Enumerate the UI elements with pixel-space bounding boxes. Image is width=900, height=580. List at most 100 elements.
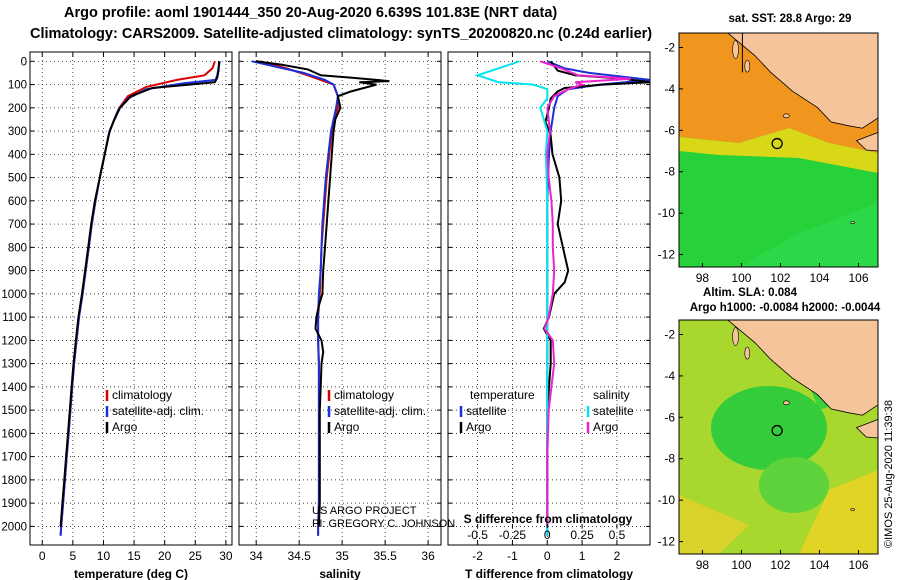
x-tick-label: 34.5 [287,549,311,563]
sla-field-eddy-2 [759,457,829,513]
y-tick-label: 1500 [1,405,27,417]
difference-secondary-axis: -0.5 -0.25 0 0.25 0.5 S difference from clima… [464,512,633,542]
map-sst_map: 98 100 102 104 106 -2 -4 -6 -8 -10 -12 [658,32,879,285]
y-tick-label: 700 [8,219,27,231]
x-tick-label: 0 [544,549,551,563]
title-line-2: Climatology: CARS2009. Satellite-adjuste… [30,26,653,42]
series-line-difference-2 [474,60,549,536]
land-java [855,418,878,439]
x-tick-label: 1 [579,549,586,563]
x-tick-label: 34 [250,549,264,563]
profile-panel-temperature: 0 5 10 15 20 25 300100200300400500600700800900… [1,51,233,580]
plot-frame [238,51,442,546]
series-line-temperature-2 [59,61,221,527]
y-tick-label: 1300 [1,359,27,371]
map-y-tick-label: -2 [664,327,675,341]
sst-field-south [739,203,878,267]
map-y-tick-label: -12 [658,248,676,262]
map-y-tick-label: -8 [664,165,675,179]
land-sumatra [727,320,878,416]
x-tick-label: 35.5 [373,549,397,563]
imos-timestamp: ©IMOS 25-Aug-2020 11:39:38 [883,400,895,548]
map-y-tick-label: -10 [658,206,676,220]
map-x-tick-label: 102 [770,271,790,285]
x2-tick-label: 0.5 [609,528,626,542]
legend-item-2-label: Argo [112,420,138,434]
island-0 [732,327,739,346]
island-2 [783,400,790,406]
x-axis-label: T difference from climatology [465,567,633,580]
x-tick-label: 5 [70,549,77,563]
sla-field-se [799,470,878,554]
legend-item-2-label: Argo [334,420,360,434]
x-tick-label: 2 [614,549,621,563]
x2-tick-label: 0.25 [570,528,594,542]
map-x-tick-label: 104 [809,271,829,285]
x-tick-label: 25 [189,549,203,563]
map-y-tick-label: -8 [664,452,675,466]
legend-temperature: climatology satellite-adj. clim. Argo [105,388,204,434]
y-tick-label: 1900 [1,498,27,510]
series-line-temperature-0 [59,60,216,536]
legend-item-0-label: climatology [334,388,394,402]
map-x-tick-label: 104 [809,558,829,572]
legend-salinity: climatology satellite-adj. clim. Argo [327,388,426,434]
x-tick-label: 30 [219,549,233,563]
island-2 [783,113,790,119]
island-1 [744,346,751,360]
legend-item-0-label: climatology [112,388,172,402]
pi-name-label: PI: GREGORY C. JOHNSON [312,518,456,530]
profile-panel-difference: -2 -1 0 1 2 T difference from climatology [447,51,651,580]
legend-t-argo-label: Argo [466,420,492,434]
series-line-difference-0 [546,60,651,536]
island-0 [732,40,739,59]
land-java [855,131,878,152]
legend-title-salinity: salinity [593,388,630,402]
map-field [679,320,878,554]
series-line-temperature-1 [59,61,221,536]
island-3 [850,508,855,511]
y-tick-label: 100 [8,80,27,92]
argo-profile-marker [771,137,783,150]
map-sla_map: 98 100 102 104 106 -2 -4 -6 -8 -10 -12 [658,319,879,572]
x2-tick-label: -0.5 [467,528,488,542]
profile-panel-salinity: 34 34.5 35 35.5 36 salinity [238,51,442,580]
plot-frame [447,51,651,546]
y-tick-label: 400 [8,149,27,161]
y-tick-label: 2000 [1,521,27,533]
legend-s-argo-label: Argo [593,420,619,434]
x-tick-label: -2 [472,549,483,563]
map-frame [678,32,879,268]
sla-map-title-1: Altim. SLA: 0.084 [703,287,797,299]
y-tick-label: 1600 [1,428,27,440]
map-x-tick-label: 98 [696,558,710,572]
title-line-1: Argo profile: aoml 1901444_350 20-Aug-20… [64,5,558,21]
map-y-tick-label: -4 [664,82,675,96]
map-y-tick-label: -2 [664,40,675,54]
map-y-tick-label: -12 [658,535,676,549]
sla-field-sw [679,495,749,554]
sst-field-band [679,128,878,173]
legend-item-1-label: satellite-adj. clim. [334,404,426,418]
legend-t-sat-label: satellite [466,404,507,418]
sla-map-title-2: Argo h1000: -0.0084 h2000: -0.0044 [689,302,881,314]
y-tick-label: 1400 [1,382,27,394]
y-tick-label: 300 [8,126,27,138]
island-3 [850,221,855,224]
map-frame [678,319,879,555]
plot-frame [29,51,233,546]
y-tick-label: 1200 [1,335,27,347]
x-tick-label: 0 [39,549,46,563]
y-tick-label: 500 [8,173,27,185]
legend-s-sat-label: satellite [593,404,634,418]
y-tick-label: 1000 [1,289,27,301]
x2-tick-label: -0.25 [499,528,527,542]
x-axis-label: salinity [319,567,361,580]
pi-project-label: US ARGO PROJECT [312,505,417,517]
map-x-tick-label: 100 [731,271,751,285]
x-tick-label: 15 [127,549,141,563]
y-tick-label: 1100 [2,312,27,324]
y-tick-label: 900 [8,266,27,278]
map-y-tick-label: -4 [664,369,675,383]
